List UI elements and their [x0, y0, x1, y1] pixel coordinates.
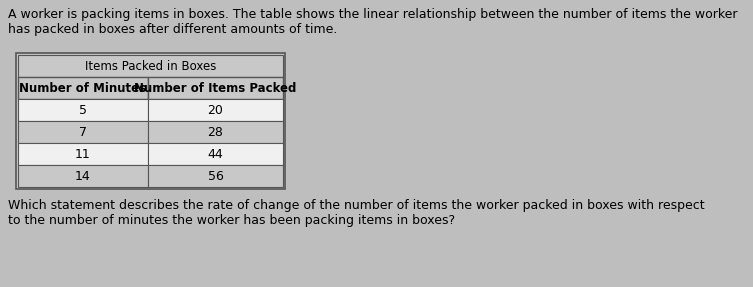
Bar: [148, 77, 283, 99]
Text: 56: 56: [208, 170, 224, 183]
Bar: [18, 55, 283, 77]
Text: Number of Minutes: Number of Minutes: [20, 82, 147, 94]
Bar: [18, 121, 148, 143]
Bar: [18, 143, 148, 165]
Text: Which statement describes the rate of change of the number of items the worker p: Which statement describes the rate of ch…: [8, 199, 705, 212]
Text: 5: 5: [79, 104, 87, 117]
Text: 20: 20: [208, 104, 224, 117]
Bar: [148, 143, 283, 165]
Text: has packed in boxes after different amounts of time.: has packed in boxes after different amou…: [8, 23, 337, 36]
Text: 28: 28: [208, 125, 224, 139]
Text: 11: 11: [75, 148, 91, 160]
Bar: [18, 99, 148, 121]
Text: 14: 14: [75, 170, 91, 183]
Bar: [16, 53, 285, 189]
Bar: [18, 77, 148, 99]
Text: 44: 44: [208, 148, 224, 160]
Bar: [148, 99, 283, 121]
Text: Items Packed in Boxes: Items Packed in Boxes: [85, 59, 216, 73]
Bar: [148, 165, 283, 187]
Text: A worker is packing items in boxes. The table shows the linear relationship betw: A worker is packing items in boxes. The …: [8, 8, 737, 21]
Bar: [148, 121, 283, 143]
Text: Number of Items Packed: Number of Items Packed: [134, 82, 297, 94]
Text: to the number of minutes the worker has been packing items in boxes?: to the number of minutes the worker has …: [8, 214, 455, 227]
Bar: [18, 165, 148, 187]
Text: 7: 7: [79, 125, 87, 139]
